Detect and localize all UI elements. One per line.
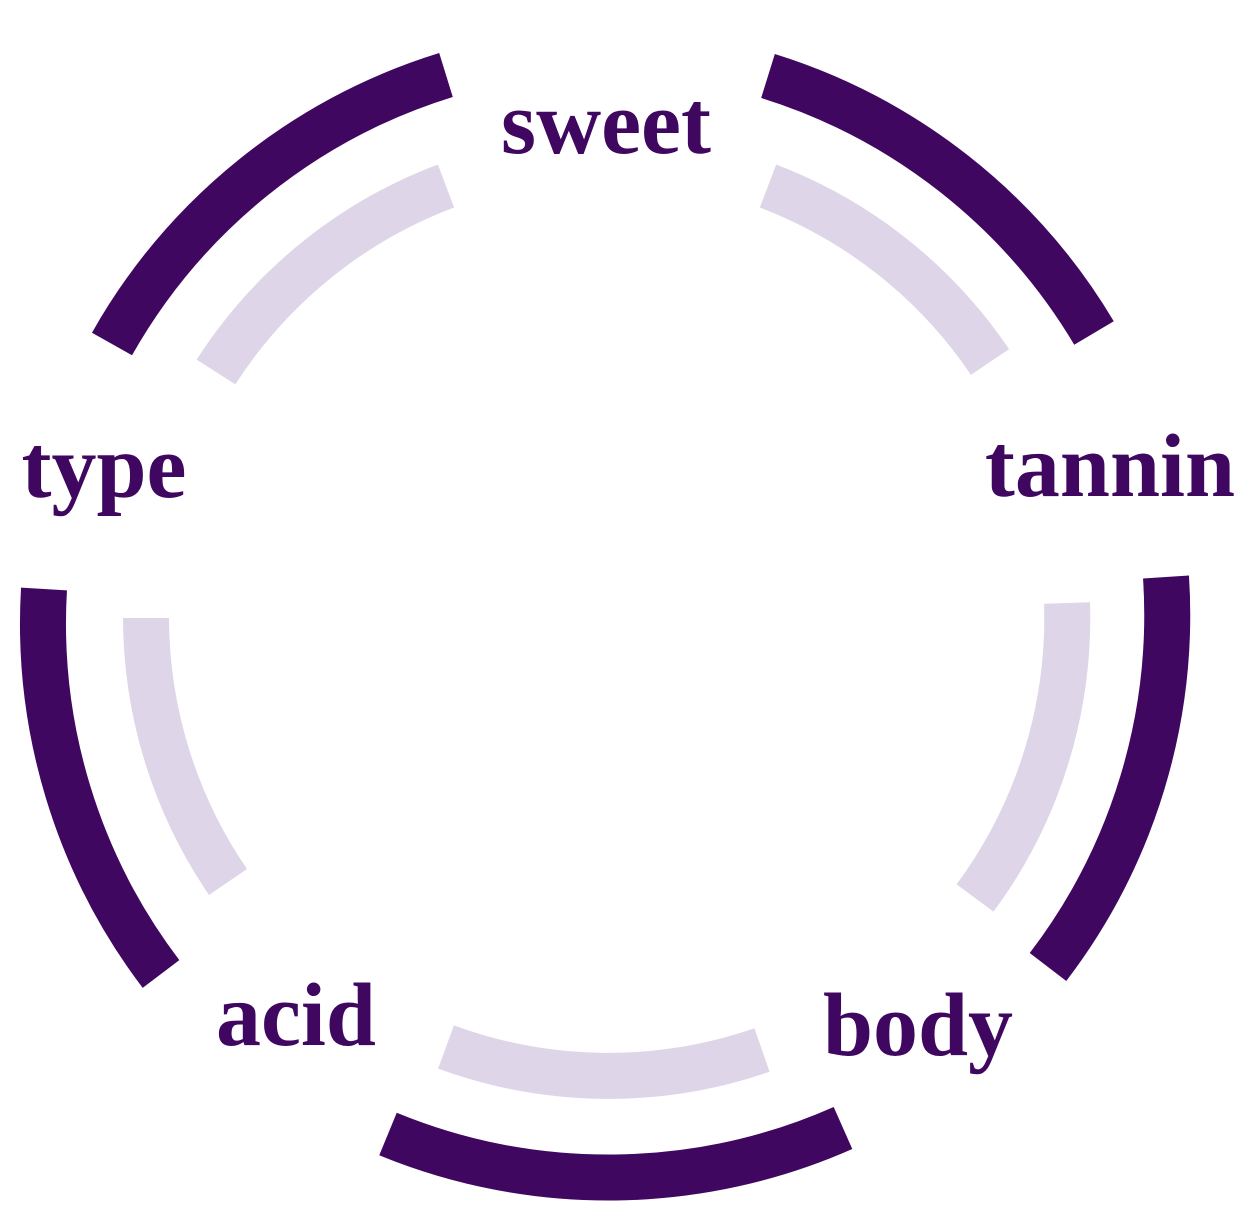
outer-ring xyxy=(20,53,1191,1201)
inner-arc-sweet-tannin xyxy=(759,164,1010,376)
inner-arc-tannin-body xyxy=(956,602,1091,912)
label-sweet: sweet xyxy=(501,74,711,173)
outer-arc-sweet-tannin xyxy=(761,54,1114,345)
inner-ring xyxy=(123,164,1091,1099)
inner-arc-acid-type xyxy=(123,617,248,895)
outer-arc-type-sweet xyxy=(91,53,453,356)
label-acid: acid xyxy=(216,966,376,1065)
label-tannin: tannin xyxy=(985,417,1235,516)
label-body: body xyxy=(823,976,1013,1075)
outer-arc-body-acid xyxy=(379,1106,853,1201)
inner-arc-body-acid xyxy=(438,1025,770,1099)
outer-arc-tannin-body xyxy=(1029,575,1191,981)
inner-arc-type-sweet xyxy=(196,164,455,385)
category-labels: sweet tannin body acid type xyxy=(22,74,1236,1075)
label-type: type xyxy=(22,418,187,517)
outer-arc-acid-type xyxy=(20,587,180,988)
